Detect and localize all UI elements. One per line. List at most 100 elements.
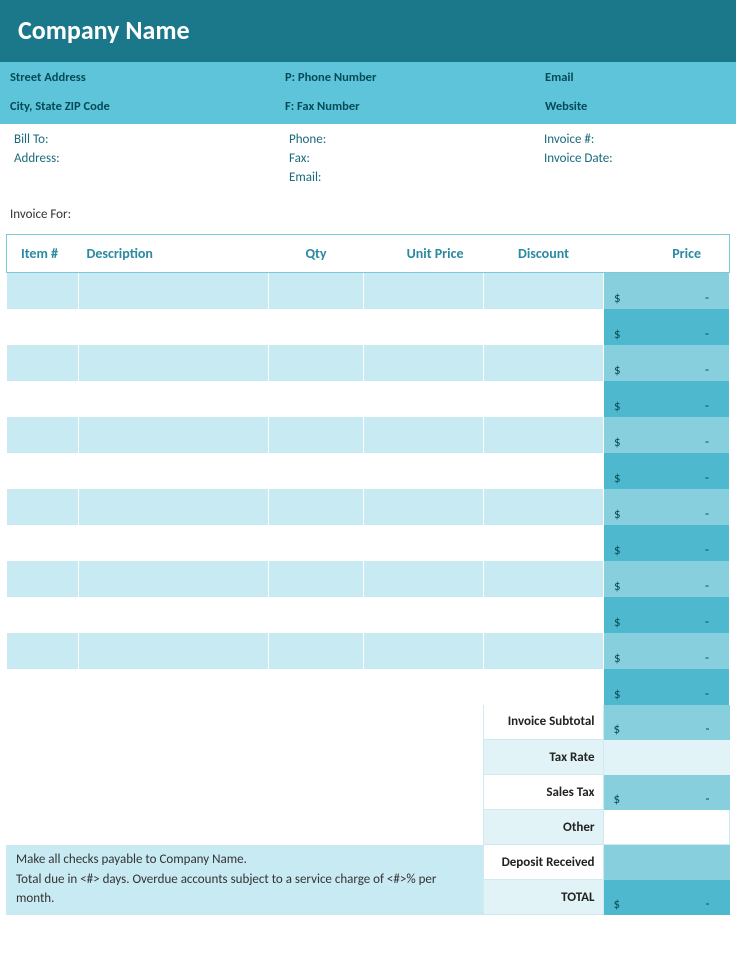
table-cell[interactable] [484,633,604,669]
col-unit-price: Unit Price [364,235,484,273]
table-cell[interactable] [269,453,364,489]
salestax-value: $- [603,775,730,810]
price-cell: $- [604,381,730,417]
table-cell[interactable] [484,381,604,417]
table-cell[interactable] [79,309,269,345]
table-cell[interactable] [364,489,484,525]
price-cell: $- [604,309,730,345]
table-cell[interactable] [269,417,364,453]
price-cell: $- [604,561,730,597]
table-row: $- [7,669,730,705]
table-cell[interactable] [364,417,484,453]
price-cell: $- [604,597,730,633]
table-cell[interactable] [364,669,484,705]
price-cell: $- [604,453,730,489]
table-cell[interactable] [7,597,79,633]
footer-line2: Total due in <#> days. Overdue accounts … [16,870,473,909]
table-cell[interactable] [269,633,364,669]
header-bar: Company Name [0,0,736,62]
table-cell[interactable] [364,453,484,489]
table-cell[interactable] [269,273,364,309]
table-cell[interactable] [7,489,79,525]
table-cell[interactable] [364,597,484,633]
company-street: Street Address [10,70,285,85]
table-cell[interactable] [79,633,269,669]
table-cell[interactable] [7,309,79,345]
bill-to-label: Bill To: [14,132,289,147]
company-name: Company Name [18,14,718,46]
table-cell[interactable] [7,525,79,561]
table-cell[interactable] [79,345,269,381]
subtotal-label: Invoice Subtotal [483,705,603,740]
table-cell[interactable] [364,561,484,597]
table-cell[interactable] [484,489,604,525]
table-cell[interactable] [484,273,604,309]
total-label: TOTAL [483,880,603,915]
table-row: $- [7,309,730,345]
table-cell[interactable] [484,345,604,381]
table-cell[interactable] [484,669,604,705]
table-cell[interactable] [364,309,484,345]
table-row: $- [7,489,730,525]
table-cell[interactable] [79,669,269,705]
table-cell[interactable] [79,453,269,489]
company-website: Website [545,99,726,114]
taxrate-value [603,740,730,775]
table-cell[interactable] [79,525,269,561]
table-cell[interactable] [269,381,364,417]
table-cell[interactable] [364,525,484,561]
table-cell[interactable] [79,273,269,309]
table-cell[interactable] [269,489,364,525]
table-cell[interactable] [79,597,269,633]
table-cell[interactable] [79,489,269,525]
price-cell: $- [604,633,730,669]
line-items-table: Item # Description Qty Unit Price Discou… [6,234,730,705]
table-cell[interactable] [7,381,79,417]
col-price: Price [604,235,730,273]
table-cell[interactable] [79,561,269,597]
table-cell[interactable] [269,309,364,345]
table-cell[interactable] [79,417,269,453]
col-item: Item # [7,235,79,273]
price-cell: $- [604,273,730,309]
table-cell[interactable] [7,345,79,381]
footer-note: Make all checks payable to Company Name.… [6,845,483,915]
footer-line1: Make all checks payable to Company Name. [16,850,473,870]
table-row: $- [7,381,730,417]
table-cell[interactable] [364,381,484,417]
table-row: $- [7,453,730,489]
price-cell: $- [604,345,730,381]
table-cell[interactable] [7,633,79,669]
table-cell[interactable] [269,597,364,633]
table-cell[interactable] [484,453,604,489]
table-row: $- [7,633,730,669]
table-cell[interactable] [269,525,364,561]
table-row: $- [7,597,730,633]
invoice-date-label: Invoice Date: [544,151,722,166]
table-cell[interactable] [269,669,364,705]
table-cell[interactable] [7,273,79,309]
table-row: $- [7,273,730,309]
table-cell[interactable] [484,561,604,597]
table-cell[interactable] [484,525,604,561]
table-cell[interactable] [7,561,79,597]
table-cell[interactable] [364,345,484,381]
table-cell[interactable] [7,669,79,705]
address-label: Address: [14,151,289,166]
table-cell[interactable] [484,597,604,633]
table-cell[interactable] [269,561,364,597]
table-cell[interactable] [364,633,484,669]
table-cell[interactable] [7,417,79,453]
table-cell[interactable] [79,381,269,417]
table-row: $- [7,561,730,597]
table-cell[interactable] [484,309,604,345]
table-cell[interactable] [7,453,79,489]
table-row: $- [7,417,730,453]
company-fax: F: Fax Number [285,99,545,114]
price-cell: $- [604,417,730,453]
phone-label: Phone: [289,132,544,147]
other-value [603,810,730,845]
table-cell[interactable] [364,273,484,309]
table-cell[interactable] [484,417,604,453]
table-cell[interactable] [269,345,364,381]
